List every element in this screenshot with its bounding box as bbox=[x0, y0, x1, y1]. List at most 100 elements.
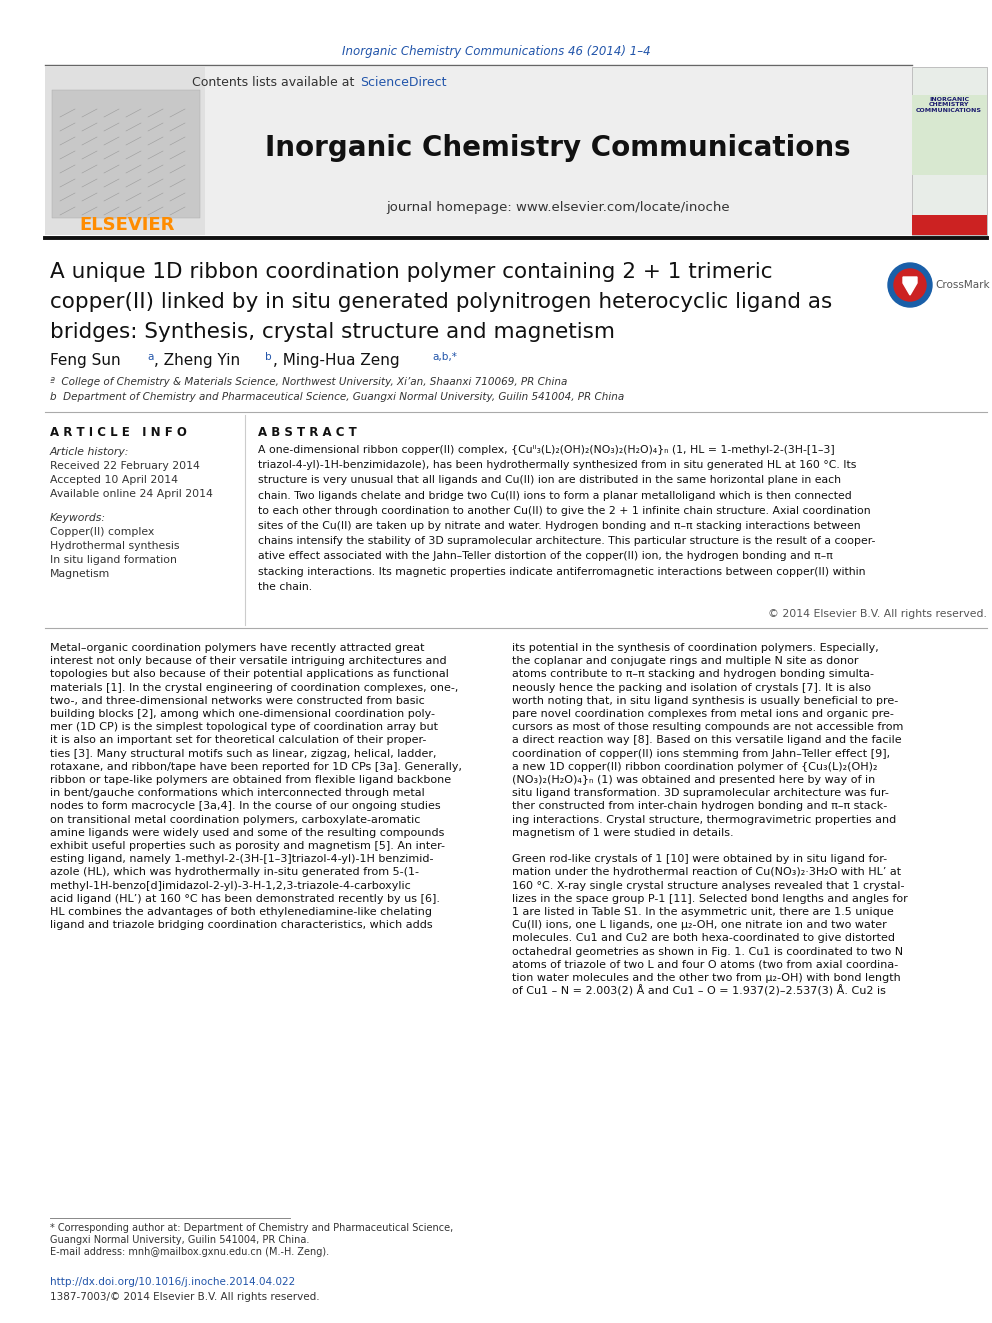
Text: ative effect associated with the Jahn–Teller distortion of the copper(II) ion, t: ative effect associated with the Jahn–Te… bbox=[258, 552, 833, 561]
Text: E-mail address: mnh@mailbox.gxnu.edu.cn (M.-H. Zeng).: E-mail address: mnh@mailbox.gxnu.edu.cn … bbox=[50, 1248, 329, 1257]
Text: the chain.: the chain. bbox=[258, 582, 312, 591]
Text: © 2014 Elsevier B.V. All rights reserved.: © 2014 Elsevier B.V. All rights reserved… bbox=[768, 609, 987, 619]
Text: a new 1D copper(II) ribbon coordination polymer of {Cu₃(L)₂(OH)₂: a new 1D copper(II) ribbon coordination … bbox=[512, 762, 878, 771]
Text: rotaxane, and ribbon/tape have been reported for 1D CPs [3a]. Generally,: rotaxane, and ribbon/tape have been repo… bbox=[50, 762, 462, 771]
Text: ligand and triazole bridging coordination characteristics, which adds: ligand and triazole bridging coordinatio… bbox=[50, 921, 433, 930]
Text: mer (1D CP) is the simplest topological type of coordination array but: mer (1D CP) is the simplest topological … bbox=[50, 722, 438, 732]
Text: on transitional metal coordination polymers, carboxylate-aromatic: on transitional metal coordination polym… bbox=[50, 815, 421, 824]
Text: sites of the Cu(II) are taken up by nitrate and water. Hydrogen bonding and π–π : sites of the Cu(II) are taken up by nitr… bbox=[258, 521, 861, 531]
Text: Copper(II) complex: Copper(II) complex bbox=[50, 527, 154, 537]
FancyBboxPatch shape bbox=[912, 67, 987, 235]
Polygon shape bbox=[903, 277, 917, 295]
Text: to each other through coordination to another Cu(II) to give the 2 + 1 infinite : to each other through coordination to an… bbox=[258, 505, 871, 516]
Text: Feng Sun: Feng Sun bbox=[50, 352, 126, 368]
Text: ELSEVIER: ELSEVIER bbox=[79, 216, 175, 234]
Text: acid ligand (HL’) at 160 °C has been demonstrated recently by us [6].: acid ligand (HL’) at 160 °C has been dem… bbox=[50, 894, 440, 904]
Text: neously hence the packing and isolation of crystals [7]. It is also: neously hence the packing and isolation … bbox=[512, 683, 871, 693]
Text: structure is very unusual that all ligands and Cu(II) ion are distributed in the: structure is very unusual that all ligan… bbox=[258, 475, 841, 486]
Text: building blocks [2], among which one-dimensional coordination poly-: building blocks [2], among which one-dim… bbox=[50, 709, 435, 718]
Text: A R T I C L E   I N F O: A R T I C L E I N F O bbox=[50, 426, 186, 438]
FancyBboxPatch shape bbox=[205, 67, 912, 235]
Text: in bent/gauche conformations which interconnected through metal: in bent/gauche conformations which inter… bbox=[50, 789, 425, 798]
Text: , Zheng Yin: , Zheng Yin bbox=[154, 352, 245, 368]
Text: amine ligands were widely used and some of the resulting compounds: amine ligands were widely used and some … bbox=[50, 828, 444, 837]
FancyBboxPatch shape bbox=[52, 90, 200, 218]
Text: Guangxi Normal University, Guilin 541004, PR China.: Guangxi Normal University, Guilin 541004… bbox=[50, 1234, 310, 1245]
Text: azole (HL), which was hydrothermally in-situ generated from 5-(1-: azole (HL), which was hydrothermally in-… bbox=[50, 868, 419, 877]
Text: of Cu1 – N = 2.003(2) Å and Cu1 – O = 1.937(2)–2.537(3) Å. Cu2 is: of Cu1 – N = 2.003(2) Å and Cu1 – O = 1.… bbox=[512, 986, 886, 998]
Text: topologies but also because of their potential applications as functional: topologies but also because of their pot… bbox=[50, 669, 448, 680]
Text: A B S T R A C T: A B S T R A C T bbox=[258, 426, 357, 438]
Text: chains intensify the stability of 3D supramolecular architecture. This particula: chains intensify the stability of 3D sup… bbox=[258, 536, 875, 546]
Text: interest not only because of their versatile intriguing architectures and: interest not only because of their versa… bbox=[50, 656, 446, 667]
Text: a: a bbox=[147, 352, 154, 363]
Text: lizes in the space group P-1 [11]. Selected bond lengths and angles for: lizes in the space group P-1 [11]. Selec… bbox=[512, 894, 908, 904]
Text: b  Department of Chemistry and Pharmaceutical Science, Guangxi Normal University: b Department of Chemistry and Pharmaceut… bbox=[50, 392, 624, 402]
Text: * Corresponding author at: Department of Chemistry and Pharmaceutical Science,: * Corresponding author at: Department of… bbox=[50, 1222, 453, 1233]
Text: ing interactions. Crystal structure, thermogravimetric properties and: ing interactions. Crystal structure, the… bbox=[512, 815, 896, 824]
Text: situ ligand transformation. 3D supramolecular architecture was fur-: situ ligand transformation. 3D supramole… bbox=[512, 789, 889, 798]
Text: Inorganic Chemistry Communications: Inorganic Chemistry Communications bbox=[265, 134, 851, 161]
Text: methyl-1H-benzo[d]imidazol-2-yl)-3-H-1,2,3-triazole-4-carboxylic: methyl-1H-benzo[d]imidazol-2-yl)-3-H-1,2… bbox=[50, 881, 411, 890]
Text: Keywords:: Keywords: bbox=[50, 513, 106, 523]
Text: pare novel coordination complexes from metal ions and organic pre-: pare novel coordination complexes from m… bbox=[512, 709, 894, 718]
Text: 1387-7003/© 2014 Elsevier B.V. All rights reserved.: 1387-7003/© 2014 Elsevier B.V. All right… bbox=[50, 1293, 319, 1302]
Text: ª  College of Chemistry & Materials Science, Northwest University, Xi’an, Shaanx: ª College of Chemistry & Materials Scien… bbox=[50, 377, 567, 388]
Text: cursors as most of those resulting compounds are not accessible from: cursors as most of those resulting compo… bbox=[512, 722, 904, 732]
Text: Received 22 February 2014: Received 22 February 2014 bbox=[50, 460, 199, 471]
Text: magnetism of 1 were studied in details.: magnetism of 1 were studied in details. bbox=[512, 828, 734, 837]
Circle shape bbox=[894, 269, 926, 302]
Text: Green rod-like crystals of 1 [10] were obtained by in situ ligand for-: Green rod-like crystals of 1 [10] were o… bbox=[512, 855, 887, 864]
Text: nodes to form macrocycle [3a,4]. In the course of our ongoing studies: nodes to form macrocycle [3a,4]. In the … bbox=[50, 802, 440, 811]
Text: it is also an important set for theoretical calculation of their proper-: it is also an important set for theoreti… bbox=[50, 736, 427, 745]
Text: In situ ligand formation: In situ ligand formation bbox=[50, 556, 177, 565]
Text: chain. Two ligands chelate and bridge two Cu(II) ions to form a planar metalloli: chain. Two ligands chelate and bridge tw… bbox=[258, 491, 852, 500]
Text: ribbon or tape-like polymers are obtained from flexible ligand backbone: ribbon or tape-like polymers are obtaine… bbox=[50, 775, 451, 785]
Text: coordination of copper(II) ions stemming from Jahn–Teller effect [9],: coordination of copper(II) ions stemming… bbox=[512, 749, 890, 758]
Text: stacking interactions. Its magnetic properties indicate antiferromagnetic intera: stacking interactions. Its magnetic prop… bbox=[258, 566, 865, 577]
Text: the coplanar and conjugate rings and multiple N site as donor: the coplanar and conjugate rings and mul… bbox=[512, 656, 858, 667]
Text: atoms contribute to π–π stacking and hydrogen bonding simulta-: atoms contribute to π–π stacking and hyd… bbox=[512, 669, 874, 680]
Text: esting ligand, namely 1-methyl-2-(3H-[1–3]triazol-4-yl)-1H benzimid-: esting ligand, namely 1-methyl-2-(3H-[1–… bbox=[50, 855, 434, 864]
Text: A unique 1D ribbon coordination polymer containing 2 + 1 trimeric: A unique 1D ribbon coordination polymer … bbox=[50, 262, 773, 282]
Text: INORGANIC
CHEMISTRY
COMMUNICATIONS: INORGANIC CHEMISTRY COMMUNICATIONS bbox=[916, 97, 982, 114]
Text: journal homepage: www.elsevier.com/locate/inoche: journal homepage: www.elsevier.com/locat… bbox=[386, 201, 730, 214]
Text: (NO₃)₂(H₂O)₄}ₙ (1) was obtained and presented here by way of in: (NO₃)₂(H₂O)₄}ₙ (1) was obtained and pres… bbox=[512, 775, 875, 785]
Text: http://dx.doi.org/10.1016/j.inoche.2014.04.022: http://dx.doi.org/10.1016/j.inoche.2014.… bbox=[50, 1277, 296, 1287]
Text: Accepted 10 April 2014: Accepted 10 April 2014 bbox=[50, 475, 178, 486]
Text: materials [1]. In the crystal engineering of coordination complexes, one-,: materials [1]. In the crystal engineerin… bbox=[50, 683, 458, 693]
Text: triazol-4-yl)-1H-benzimidazole), has been hydrothermally synthesized from in sit: triazol-4-yl)-1H-benzimidazole), has bee… bbox=[258, 460, 856, 470]
Text: a direct reaction way [8]. Based on this versatile ligand and the facile: a direct reaction way [8]. Based on this… bbox=[512, 736, 902, 745]
Text: octahedral geometries as shown in Fig. 1. Cu1 is coordinated to two N: octahedral geometries as shown in Fig. 1… bbox=[512, 946, 903, 957]
Text: Cu(II) ions, one L ligands, one μ₂-OH, one nitrate ion and two water: Cu(II) ions, one L ligands, one μ₂-OH, o… bbox=[512, 921, 887, 930]
Text: ties [3]. Many structural motifs such as linear, zigzag, helical, ladder,: ties [3]. Many structural motifs such as… bbox=[50, 749, 436, 758]
Text: tion water molecules and the other two from μ₂-OH) with bond length: tion water molecules and the other two f… bbox=[512, 972, 901, 983]
FancyBboxPatch shape bbox=[45, 67, 205, 235]
FancyBboxPatch shape bbox=[912, 95, 987, 175]
Text: A one-dimensional ribbon copper(II) complex, {Cuᴵᴵ₃(L)₂(OH)₂(NO₃)₂(H₂O)₄}ₙ (1, H: A one-dimensional ribbon copper(II) comp… bbox=[258, 445, 834, 455]
Text: Available online 24 April 2014: Available online 24 April 2014 bbox=[50, 490, 213, 499]
Text: Contents lists available at: Contents lists available at bbox=[191, 77, 358, 90]
Text: exhibit useful properties such as porosity and magnetism [5]. An inter-: exhibit useful properties such as porosi… bbox=[50, 841, 445, 851]
Text: its potential in the synthesis of coordination polymers. Especially,: its potential in the synthesis of coordi… bbox=[512, 643, 879, 654]
Circle shape bbox=[888, 263, 932, 307]
Text: Hydrothermal synthesis: Hydrothermal synthesis bbox=[50, 541, 180, 550]
Text: copper(II) linked by in situ generated polynitrogen heterocyclic ligand as: copper(II) linked by in situ generated p… bbox=[50, 292, 832, 312]
Text: HL combines the advantages of both ethylenediamine-like chelating: HL combines the advantages of both ethyl… bbox=[50, 908, 432, 917]
Text: ther constructed from inter-chain hydrogen bonding and π–π stack-: ther constructed from inter-chain hydrog… bbox=[512, 802, 887, 811]
Text: molecules. Cu1 and Cu2 are both hexa-coordinated to give distorted: molecules. Cu1 and Cu2 are both hexa-coo… bbox=[512, 934, 895, 943]
Text: Metal–organic coordination polymers have recently attracted great: Metal–organic coordination polymers have… bbox=[50, 643, 425, 654]
Text: two-, and three-dimensional networks were constructed from basic: two-, and three-dimensional networks wer… bbox=[50, 696, 425, 705]
Text: ScienceDirect: ScienceDirect bbox=[360, 77, 446, 90]
Text: 1 are listed in Table S1. In the asymmetric unit, there are 1.5 unique: 1 are listed in Table S1. In the asymmet… bbox=[512, 908, 894, 917]
Text: worth noting that, in situ ligand synthesis is usually beneficial to pre-: worth noting that, in situ ligand synthe… bbox=[512, 696, 898, 705]
Text: Magnetism: Magnetism bbox=[50, 569, 110, 579]
Text: mation under the hydrothermal reaction of Cu(NO₃)₂·3H₂O with HL’ at: mation under the hydrothermal reaction o… bbox=[512, 868, 901, 877]
Text: atoms of triazole of two L and four O atoms (two from axial coordina-: atoms of triazole of two L and four O at… bbox=[512, 959, 898, 970]
Text: b: b bbox=[265, 352, 272, 363]
Text: CrossMark: CrossMark bbox=[935, 280, 990, 290]
FancyBboxPatch shape bbox=[912, 216, 987, 235]
Text: Article history:: Article history: bbox=[50, 447, 129, 456]
Text: a,b,*: a,b,* bbox=[432, 352, 457, 363]
Text: Inorganic Chemistry Communications 46 (2014) 1–4: Inorganic Chemistry Communications 46 (2… bbox=[341, 45, 651, 58]
